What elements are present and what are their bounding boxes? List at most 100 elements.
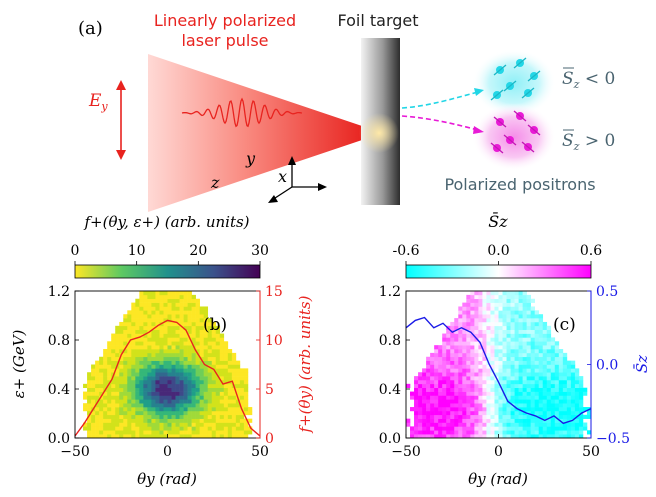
heatmap-cell	[131, 345, 136, 350]
heatmap-cell	[486, 391, 491, 396]
heatmap-cell	[167, 356, 172, 361]
heatmap-cell	[502, 298, 507, 303]
heatmap-cell	[570, 387, 576, 392]
heatmap-cell	[143, 294, 148, 300]
heatmap-cell	[99, 418, 104, 423]
heatmap-cell	[466, 345, 471, 350]
heatmap-cell	[530, 337, 535, 342]
heatmap-cell	[139, 395, 144, 400]
heatmap-cell	[135, 372, 140, 377]
heatmap-cell	[175, 310, 180, 315]
heatmap-cell	[203, 434, 209, 438]
heatmap-cell	[502, 414, 507, 419]
heatmap-cell	[175, 337, 180, 342]
heatmap-cell	[426, 430, 431, 435]
heatmap-cell	[99, 360, 104, 365]
heatmap-cell	[546, 356, 552, 361]
heatmap-cell	[430, 403, 435, 408]
heatmap-cell	[470, 294, 475, 300]
heatmap-cell	[434, 349, 439, 354]
heatmap-cell	[151, 310, 156, 315]
heatmap-cell	[486, 310, 491, 315]
heatmap-cell	[574, 426, 580, 431]
heatmap-cell	[235, 430, 241, 435]
heatmap-cell	[215, 333, 221, 338]
heatmap-cell	[163, 310, 168, 315]
heatmap-cell	[87, 399, 92, 404]
heatmap-cell	[131, 391, 136, 396]
heatmap-cell	[103, 434, 108, 438]
heatmap-cell	[546, 391, 552, 396]
heatmap-cell	[175, 426, 180, 431]
heatmap-cell	[434, 352, 439, 358]
heatmap-cell	[183, 422, 188, 427]
heatmap-cell	[191, 349, 196, 354]
heatmap-cell	[542, 430, 548, 435]
heatmap-cell	[143, 364, 148, 369]
heatmap-cell	[554, 403, 560, 408]
heatmap-cell	[510, 387, 515, 392]
heatmap-cell	[199, 418, 204, 423]
heatmap-cell	[243, 418, 249, 423]
heatmap-cell	[478, 345, 483, 350]
heatmap-cell	[530, 329, 535, 334]
heatmap-cell	[199, 306, 204, 311]
heatmap-cell	[490, 345, 495, 350]
heatmap-cell	[191, 356, 196, 361]
heatmap-cell	[510, 298, 515, 303]
heatmap-cell	[203, 418, 209, 423]
heatmap-cell	[171, 376, 176, 381]
heatmap-cell	[542, 368, 548, 373]
heatmap-cell	[227, 422, 233, 427]
heatmap-cell	[514, 356, 519, 361]
heatmap-cell	[454, 410, 459, 416]
heatmap-cell	[454, 364, 459, 369]
heatmap-cell	[223, 356, 229, 361]
heatmap-cell	[155, 407, 160, 412]
heatmap-cell	[199, 403, 204, 408]
heatmap-cell	[139, 349, 144, 354]
heatmap-cell	[538, 407, 544, 412]
heatmap-cell	[442, 414, 447, 419]
heatmap-cell	[442, 422, 447, 427]
heatmap-cell	[446, 422, 451, 427]
heatmap-cell	[434, 414, 439, 419]
heatmap-cell	[470, 403, 475, 408]
heatmap-cell	[139, 291, 144, 296]
heatmap-cell	[418, 410, 423, 416]
heatmap-cell	[494, 372, 499, 377]
heatmap-cell	[191, 410, 196, 416]
heatmap-cell	[522, 291, 527, 296]
heatmap-cell	[199, 314, 204, 319]
heatmap-cell	[446, 364, 451, 369]
heatmap-cell	[223, 364, 229, 369]
heatmap-cell	[438, 407, 443, 412]
heatmap-cell	[506, 403, 511, 408]
heatmap-cell	[514, 426, 519, 431]
heatmap-cell	[566, 383, 572, 389]
heatmap-cell	[450, 407, 455, 412]
axis-x-label: x	[278, 167, 287, 186]
heatmap-cell	[243, 434, 249, 438]
heatmap-cell	[454, 387, 459, 392]
heatmap-cell	[470, 368, 475, 373]
heatmap-cell	[135, 345, 140, 350]
heatmap-cell	[490, 364, 495, 369]
heatmap-cell	[534, 379, 540, 385]
heatmap-cell	[95, 387, 100, 392]
heatmap-cell	[430, 368, 435, 373]
heatmap-cell	[470, 379, 475, 385]
heatmap-cell	[199, 360, 204, 365]
heatmap-cell	[550, 434, 556, 438]
heatmap-cell	[510, 407, 515, 412]
heatmap-cell	[163, 329, 168, 334]
heatmap-cell	[215, 364, 221, 369]
heatmap-cell	[410, 407, 415, 412]
heatmap-cell	[518, 407, 523, 412]
heatmap-cell	[490, 325, 495, 330]
laser-label-line2: laser pulse	[181, 31, 268, 50]
heatmap-cell	[514, 376, 519, 381]
heatmap-cell	[139, 310, 144, 315]
heatmap-cell	[546, 414, 552, 419]
heatmap-cell	[450, 376, 455, 381]
